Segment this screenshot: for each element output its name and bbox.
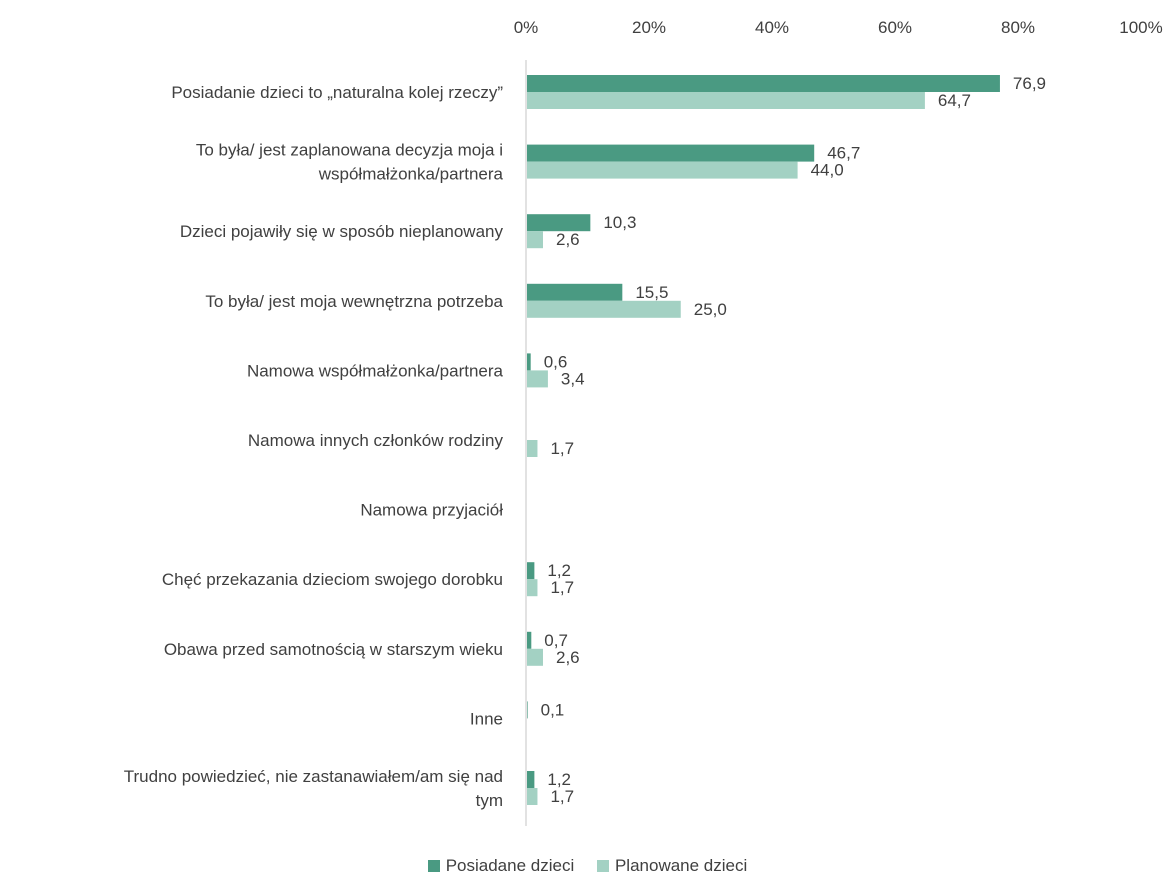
bar-owned	[527, 771, 535, 788]
bar-planned	[527, 300, 681, 318]
bar-owned	[527, 283, 623, 301]
category-label: Obawa przed samotnością w starszym wieku	[164, 640, 503, 659]
data-label: 0,6	[544, 352, 568, 371]
bar-owned	[527, 75, 1000, 92]
bar-planned	[527, 579, 538, 597]
data-label: 1,7	[550, 578, 574, 597]
bars	[527, 75, 1000, 805]
data-label: 2,6	[556, 648, 580, 667]
data-label: 76,9	[1013, 74, 1046, 93]
category-label: Trudno powiedzieć, nie zastanawiałem/am …	[124, 767, 503, 786]
bar-planned	[527, 161, 798, 179]
x-tick-label: 60%	[878, 18, 912, 37]
data-label: 46,7	[827, 144, 860, 163]
category-label: Inne	[470, 709, 503, 728]
bar-planned	[527, 440, 538, 457]
bar-planned	[527, 231, 543, 249]
data-label: 0,7	[544, 631, 568, 650]
data-label: 1,7	[550, 787, 574, 806]
legend: Posiadane dzieci Planowane dzieci	[0, 856, 1175, 877]
category-label: Namowa przyjaciół	[360, 501, 503, 520]
x-axis-ticks: 0% 20% 40% 60% 80% 100%	[514, 18, 1163, 37]
bar-chart: 0% 20% 40% 60% 80% 100% Posiadanie dzieci to …	[124, 18, 1163, 826]
data-label: 15,5	[635, 283, 668, 302]
bar-planned	[527, 370, 548, 388]
data-label: 1,7	[550, 439, 574, 458]
category-label: Chęć przekazania dzieciom swojego dorobk…	[162, 570, 503, 589]
data-label: 2,6	[556, 230, 580, 249]
category-labels: Posiadanie dzieci to „naturalna kolej rz…	[124, 83, 504, 810]
legend-item-owned: Posiadane dzieci	[427, 856, 575, 876]
bar-planned	[527, 648, 543, 666]
category-label: To była/ jest zaplanowana decyzja moja i	[196, 141, 503, 160]
x-tick-label: 100%	[1119, 18, 1162, 37]
bar-owned	[527, 353, 531, 371]
data-label: 1,2	[547, 561, 571, 580]
bar-owned	[527, 631, 532, 649]
category-label: Namowa innych członków rodziny	[248, 431, 504, 450]
legend-label-owned: Posiadane dzieci	[445, 856, 575, 875]
category-label: tym	[476, 791, 503, 810]
legend-label-planned: Planowane dzieci	[614, 856, 748, 875]
data-label: 10,3	[603, 213, 636, 232]
x-tick-label: 40%	[755, 18, 789, 37]
category-label: współmałżonka/partnera	[318, 165, 504, 184]
category-label: Namowa współmałżonka/partnera	[247, 361, 504, 380]
x-tick-label: 80%	[1001, 18, 1035, 37]
data-label: 0,1	[541, 700, 565, 719]
data-label: 44,0	[811, 161, 844, 180]
legend-swatch-owned	[427, 860, 440, 872]
category-label: To była/ jest moja wewnętrzna potrzeba	[205, 292, 503, 311]
category-label: Dzieci pojawiły się w sposób nieplanowan…	[180, 222, 504, 241]
legend-item-planned: Planowane dzieci	[596, 856, 748, 876]
data-labels: 76,9 46,7 10,3 15,5 0,6 1,2 0,7 0,1 1,2 64,7 44,0 2…	[541, 74, 1046, 806]
data-label: 25,0	[694, 300, 727, 319]
data-label: 1,2	[547, 770, 571, 789]
bar-planned	[527, 788, 538, 805]
legend-swatch-planned	[596, 860, 609, 872]
data-label: 64,7	[938, 91, 971, 110]
bar-owned	[527, 701, 528, 719]
x-tick-label: 20%	[632, 18, 666, 37]
bar-owned	[527, 144, 815, 162]
bar-owned	[527, 214, 591, 232]
bar-planned	[527, 92, 925, 109]
bar-owned	[527, 562, 535, 580]
category-label: Posiadanie dzieci to „naturalna kolej rz…	[171, 83, 503, 102]
data-label: 3,4	[561, 369, 585, 388]
x-tick-label: 0%	[514, 18, 539, 37]
